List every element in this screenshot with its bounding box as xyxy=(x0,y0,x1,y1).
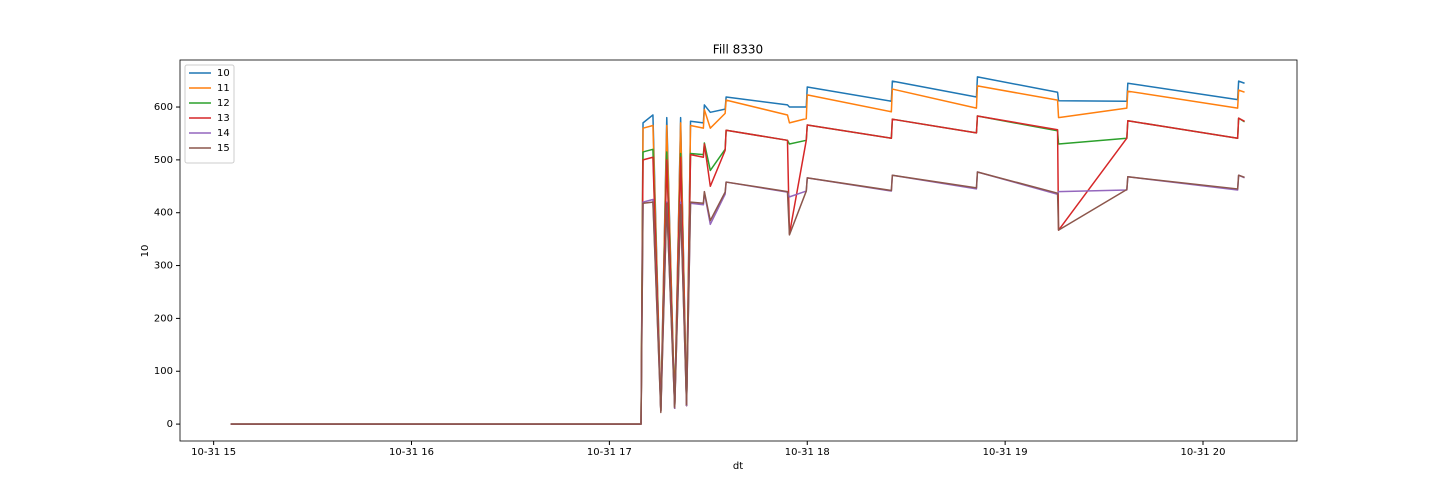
y-tick-label: 200 xyxy=(154,313,173,324)
series-line xyxy=(230,115,1245,425)
x-axis-label: dt xyxy=(733,461,743,472)
x-tick-label: 10-31 16 xyxy=(389,447,434,458)
chart-title: Fill 8330 xyxy=(713,43,763,57)
y-axis-label: 10 xyxy=(140,245,151,258)
plot-frame xyxy=(179,59,1298,442)
x-tick-label: 10-31 19 xyxy=(983,447,1028,458)
legend-label: 11 xyxy=(217,83,230,94)
legend-label: 10 xyxy=(217,68,230,79)
x-tick-label: 10-31 15 xyxy=(191,447,236,458)
legend-label: 13 xyxy=(217,113,230,124)
y-tick-label: 0 xyxy=(167,419,173,430)
series-line xyxy=(230,76,1245,425)
series-line xyxy=(230,115,1245,425)
legend-label: 14 xyxy=(217,128,230,139)
series-line xyxy=(230,171,1245,425)
legend-label: 12 xyxy=(217,98,230,109)
x-tick-label: 10-31 18 xyxy=(785,447,830,458)
y-tick-label: 400 xyxy=(154,208,173,219)
x-tick-label: 10-31 20 xyxy=(1181,447,1226,458)
y-tick-label: 100 xyxy=(154,366,173,377)
y-tick-label: 300 xyxy=(154,261,173,272)
legend: 10 11 12 13 14 15 xyxy=(184,64,235,164)
legend-box xyxy=(184,64,235,164)
series-line xyxy=(230,85,1245,425)
y-tick-label: 500 xyxy=(154,155,173,166)
x-tick-label: 10-31 17 xyxy=(587,447,632,458)
legend-label: 15 xyxy=(217,143,230,154)
y-tick-label: 600 xyxy=(154,102,173,113)
